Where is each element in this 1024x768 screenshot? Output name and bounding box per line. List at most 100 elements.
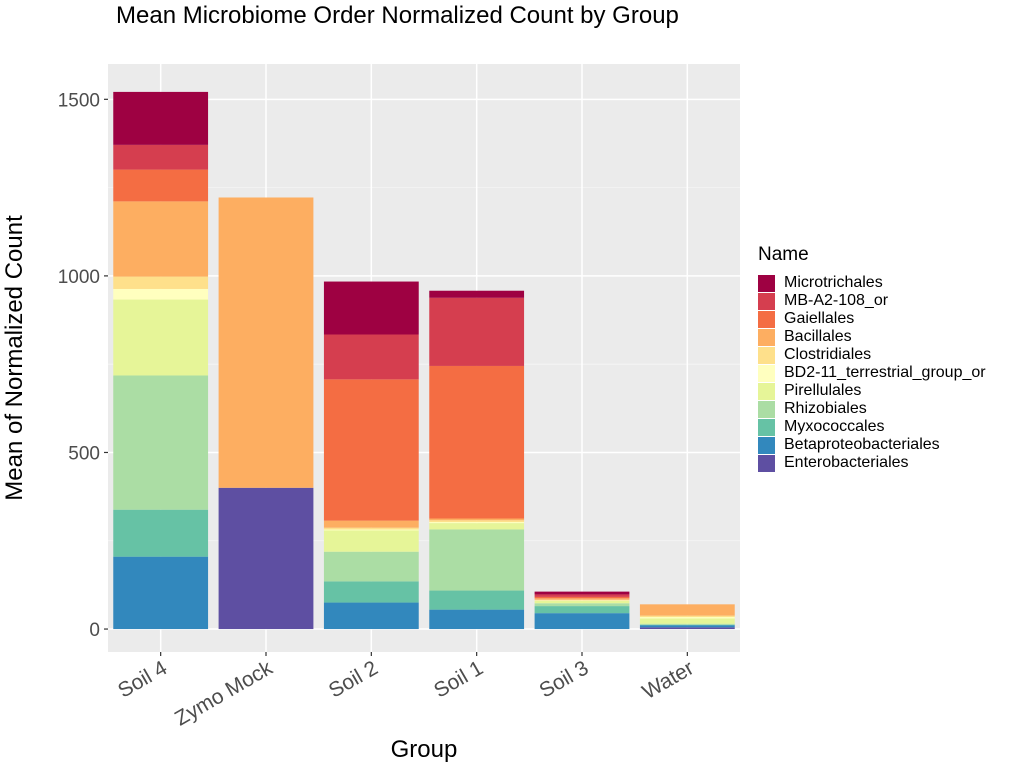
bar-segment: [113, 169, 209, 202]
bar-segment: [323, 529, 419, 531]
bar-segment: [113, 144, 209, 170]
legend-label: Microtrichales: [784, 274, 883, 291]
bar-segment: [639, 617, 735, 619]
legend-item: Pirellulales: [758, 382, 986, 400]
bar-segment: [323, 602, 419, 630]
bar-segment: [534, 598, 630, 600]
legend-item: Clostridiales: [758, 346, 986, 364]
bar-segment: [323, 379, 419, 521]
bar-segment: [113, 276, 209, 289]
legend-swatch: [758, 454, 775, 472]
bar-segment: [534, 596, 630, 599]
x-axis-label: Group: [391, 736, 458, 763]
legend-swatch: [758, 292, 775, 310]
legend-swatch: [758, 328, 775, 346]
bar-segment: [429, 609, 525, 630]
bar-segment: [323, 581, 419, 603]
y-tick-label: 500: [68, 443, 100, 464]
bars: [113, 91, 735, 630]
bar-segment: [429, 520, 525, 523]
chart-title: Mean Microbiome Order Normalized Count b…: [116, 2, 679, 29]
bar-segment: [429, 523, 525, 530]
y-tick-label: 1000: [58, 267, 100, 288]
bar-segment: [113, 556, 209, 630]
bar-segment: [639, 615, 735, 618]
legend-swatch: [758, 418, 775, 436]
legend-label: Myxococcales: [784, 418, 885, 435]
bar-segment: [429, 518, 525, 521]
bar-segment: [323, 520, 419, 528]
bar-segment: [534, 613, 630, 630]
x-tick-label: Zymo Mock: [171, 656, 277, 730]
legend-label: Rhizobiales: [784, 400, 867, 417]
bar-segment: [639, 623, 735, 625]
bar-segment: [429, 297, 525, 366]
bar-segment: [534, 599, 630, 601]
legend-items: Microtrichales MB-A2-108_or Gaiellales Baci…: [758, 274, 986, 472]
legend-item: MB-A2-108_or: [758, 292, 986, 310]
legend-item: Rhizobiales: [758, 400, 986, 418]
plot-panel: [108, 64, 740, 652]
y-axis: 0 500 1000 1500: [58, 90, 108, 641]
bar-segment: [323, 281, 419, 335]
x-tick-label: Soil 3: [536, 656, 593, 702]
bar-segment: [639, 625, 735, 628]
bar-segment: [429, 522, 525, 524]
bar-segment: [323, 551, 419, 582]
bar-segment: [429, 365, 525, 519]
x-tick-label: Soil 4: [114, 656, 171, 702]
bar-segment: [534, 591, 630, 595]
legend-label: Betaproteobacteriales: [784, 436, 940, 453]
legend-label: BD2-11_terrestrial_group_or: [784, 364, 986, 381]
legend-swatch: [758, 400, 775, 418]
legend-label: MB-A2-108_or: [784, 292, 889, 309]
x-axis: Soil 4 Zymo Mock Soil 2 Soil 1 Soil 3 Water: [114, 652, 698, 731]
bar-segment: [534, 603, 630, 607]
bar-segment: [113, 299, 209, 376]
legend-swatch: [758, 382, 775, 400]
bar-segment: [323, 527, 419, 530]
legend-label: Clostridiales: [784, 346, 872, 363]
bar-segment: [113, 509, 209, 557]
legend-swatch: [758, 346, 775, 364]
bar-segment: [113, 375, 209, 510]
bar-segment: [534, 594, 630, 597]
legend-item: BD2-11_terrestrial_group_or: [758, 364, 986, 382]
legend: Name Microtrichales MB-A2-108_or Gaiellale…: [758, 244, 986, 472]
y-tick-label: 0: [89, 620, 100, 641]
bar-segment: [218, 487, 314, 630]
bar-segment: [113, 201, 209, 277]
legend-swatch: [758, 436, 775, 454]
bar-segment: [429, 590, 525, 610]
bar-segment: [429, 290, 525, 298]
x-tick-label: Soil 2: [325, 656, 382, 702]
bar-segment: [429, 529, 525, 591]
legend-label: Gaiellales: [784, 310, 855, 327]
y-axis-label: Mean of Normalized Count: [1, 215, 28, 501]
bar-segment: [639, 604, 735, 616]
legend-item: Gaiellales: [758, 310, 986, 328]
legend-item: Myxococcales: [758, 418, 986, 436]
x-tick-label: Soil 1: [430, 656, 487, 702]
bar-segment: [639, 618, 735, 624]
legend-swatch: [758, 310, 775, 328]
legend-label: Enterobacteriales: [784, 454, 909, 471]
bar-segment: [639, 627, 735, 630]
legend-item: Betaproteobacteriales: [758, 436, 986, 454]
bar-segment: [323, 334, 419, 380]
legend-item: Bacillales: [758, 328, 986, 346]
legend-title: Name: [758, 244, 809, 265]
y-tick-label: 1500: [58, 90, 100, 111]
legend-label: Pirellulales: [784, 382, 862, 399]
legend-swatch: [758, 364, 775, 382]
x-tick-label: Water: [638, 656, 697, 704]
bar-segment: [534, 600, 630, 604]
legend-label: Bacillales: [784, 328, 852, 345]
bar-segment: [113, 91, 209, 145]
bar-segment: [218, 197, 314, 488]
legend-swatch: [758, 274, 775, 292]
legend-item: Enterobacteriales: [758, 454, 986, 472]
bar-segment: [113, 288, 209, 300]
legend-item: Microtrichales: [758, 274, 986, 292]
